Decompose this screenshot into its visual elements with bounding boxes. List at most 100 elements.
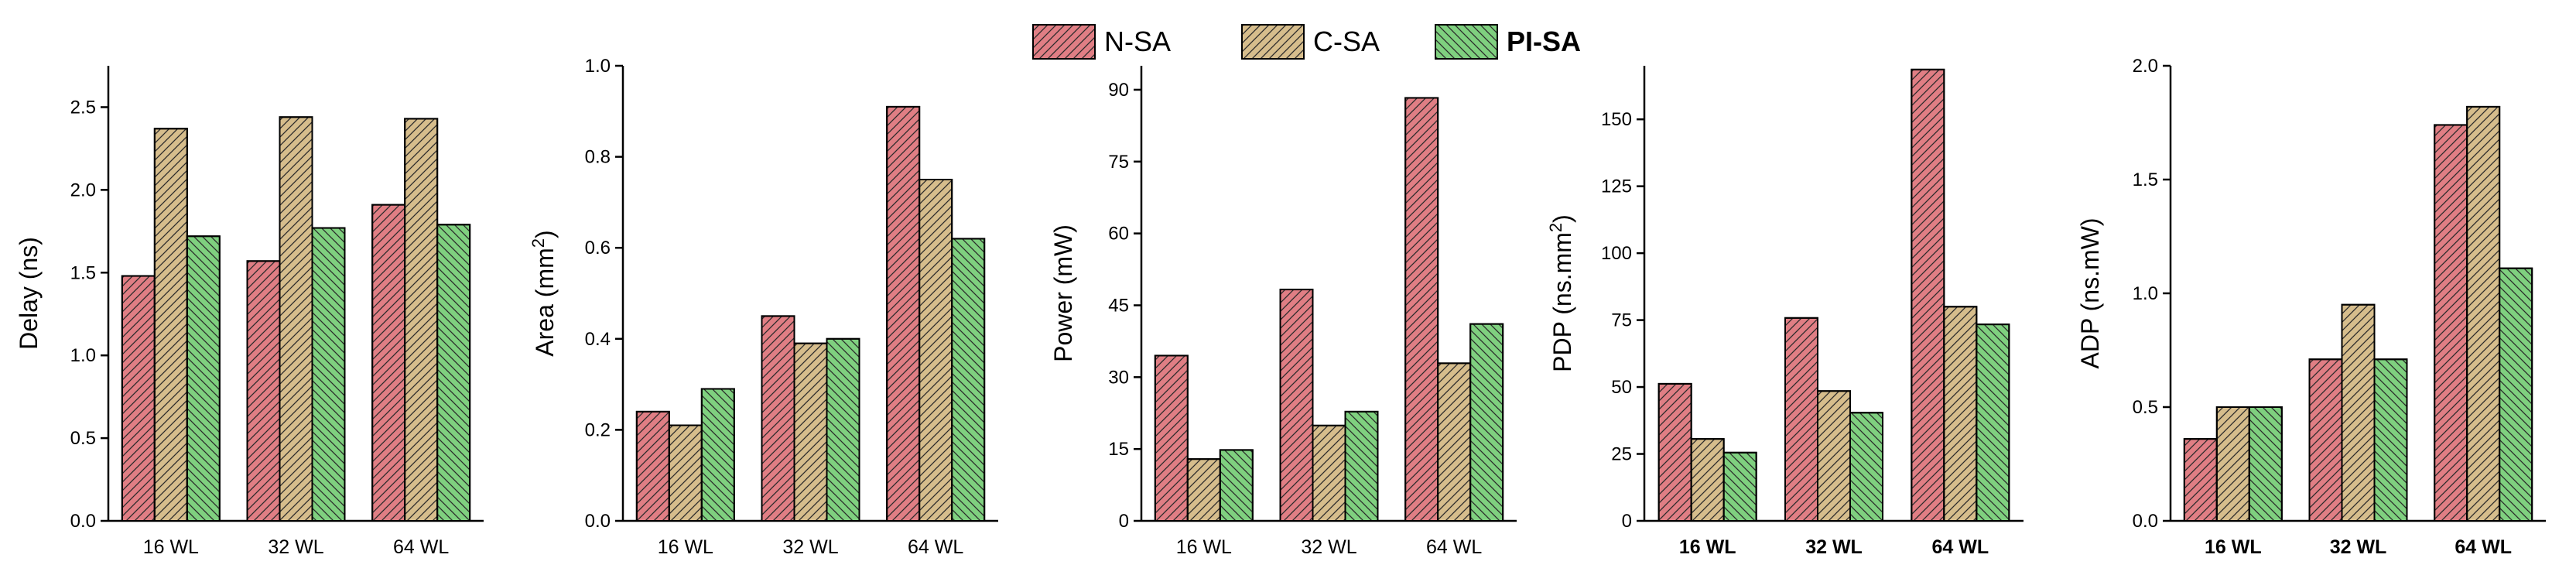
bar-c-sa-16-wl-hatch — [2215, 406, 2250, 522]
chart-pdp: 0 25 50 75 100 125 150 PDP (ns.mm2) 16 WL 32 WL 64… — [1546, 66, 2024, 558]
chart-power: 0 15 30 45 60 75 90 Power (mW) 16 WL 32 WL 64 WL — [1049, 66, 1517, 558]
x-tick-label-32-wl: 32 WL — [782, 536, 838, 558]
y-tick-label: 2.0 — [70, 180, 96, 200]
bar-pi-sa-16-wl-hatch — [1219, 449, 1254, 522]
x-tick-label-32-wl: 32 WL — [1805, 536, 1863, 558]
bar-c-sa-64-wl-hatch — [1943, 306, 1978, 522]
bar-n-sa-64-wl-hatch — [371, 204, 406, 522]
bar-n-sa-32-wl-hatch — [246, 260, 281, 522]
bar-c-sa-16-wl-hatch — [1186, 458, 1221, 522]
y-axis-label: Delay (ns) — [15, 237, 43, 350]
bar-c-sa-32-wl-hatch — [1817, 390, 1851, 522]
bar-c-sa-64-wl-hatch — [919, 179, 953, 522]
y-tick-label: 50 — [1611, 377, 1632, 398]
bar-c-sa-16-wl-hatch — [1690, 438, 1725, 522]
chart-adp: 0.0 0.5 1.0 1.5 2.0 ADP (ns.mW) 16 WL 32 WL 64 W… — [2076, 56, 2546, 558]
y-tick-label: 1.0 — [585, 56, 611, 77]
legend-hatch-pi-sa — [1435, 24, 1498, 60]
legend-item-n-sa: N-SA — [1032, 24, 1171, 60]
bar-n-sa-64-wl-hatch — [2434, 124, 2468, 522]
y-tick-label: 0.5 — [70, 428, 96, 449]
bar-pi-sa-16-wl-hatch — [1722, 451, 1757, 522]
x-tick-label-16-wl: 16 WL — [1679, 536, 1736, 558]
legend-label-c-sa: C-SA — [1313, 26, 1380, 57]
y-tick-label: 0.0 — [2133, 511, 2158, 532]
x-tick-label-32-wl: 32 WL — [2330, 536, 2387, 558]
y-tick-label: 0.5 — [2133, 397, 2158, 418]
bar-n-sa-16-wl-hatch — [635, 410, 670, 522]
x-tick-label-16-wl: 16 WL — [1176, 536, 1232, 558]
y-tick-label: 45 — [1108, 295, 1129, 316]
bar-n-sa-16-wl-hatch — [2183, 438, 2218, 522]
bar-c-sa-32-wl-hatch — [279, 116, 313, 522]
legend-hatch-c-sa — [1241, 24, 1305, 60]
x-tick-label-16-wl: 16 WL — [2205, 536, 2262, 558]
y-tick-label: 0.0 — [70, 511, 96, 532]
bar-pi-sa-32-wl-hatch — [1849, 412, 1883, 522]
bar-c-sa-32-wl-hatch — [2341, 303, 2376, 522]
bar-n-sa-32-wl-hatch — [1279, 289, 1314, 522]
y-tick-label: 30 — [1108, 367, 1129, 388]
bar-n-sa-32-wl-hatch — [1784, 317, 1818, 522]
y-tick-label: 150 — [1601, 109, 1632, 130]
bar-pi-sa-16-wl-hatch — [2248, 406, 2283, 522]
y-tick-label: 15 — [1108, 439, 1129, 460]
bar-c-sa-64-wl-hatch — [2466, 105, 2501, 522]
legend-label-pi-sa: PI-SA — [1507, 26, 1581, 57]
y-tick-label: 1.5 — [2133, 169, 2158, 190]
y-axis-label: PDP (ns.mm2) — [1546, 214, 1576, 372]
bar-c-sa-32-wl-hatch — [793, 342, 828, 522]
bar-pi-sa-64-wl-hatch — [436, 224, 471, 522]
y-tick-label: 0.4 — [585, 329, 611, 350]
legend: N-SA C-SA PI-SA — [1032, 24, 1581, 60]
x-tick-label-16-wl: 16 WL — [143, 536, 199, 558]
bar-pi-sa-32-wl-hatch — [311, 227, 346, 522]
legend-item-pi-sa: PI-SA — [1435, 24, 1581, 60]
y-axis-label: Area (mm2) — [529, 230, 559, 356]
bar-n-sa-64-wl-hatch — [1404, 97, 1439, 522]
y-tick-label: 25 — [1611, 444, 1632, 465]
bar-n-sa-64-wl-hatch — [1911, 68, 1945, 522]
y-tick-label: 75 — [1611, 310, 1632, 331]
y-axis-label: ADP (ns.mW) — [2076, 218, 2104, 369]
y-tick-label: 0.2 — [585, 419, 611, 440]
y-tick-label: 60 — [1108, 224, 1129, 245]
bar-c-sa-64-wl-hatch — [1437, 362, 1472, 522]
y-tick-label: 125 — [1601, 176, 1632, 197]
bar-n-sa-16-wl-hatch — [1154, 354, 1189, 522]
y-tick-label: 1.0 — [2133, 283, 2158, 304]
bar-pi-sa-64-wl-hatch — [951, 238, 986, 522]
bar-n-sa-16-wl-hatch — [1657, 382, 1692, 522]
bar-pi-sa-64-wl-hatch — [1469, 323, 1504, 522]
bar-n-sa-64-wl-hatch — [886, 105, 921, 522]
charts-container: 0.0 0.5 1.0 1.5 2.0 2.5 Delay (ns) 16 WL 32 WL 64… — [15, 56, 2546, 558]
y-tick-label: 100 — [1601, 243, 1632, 264]
y-tick-label: 1.0 — [70, 345, 96, 366]
y-tick-label: 75 — [1108, 152, 1129, 173]
bar-pi-sa-64-wl-hatch — [1976, 324, 2010, 522]
chart-delay: 0.0 0.5 1.0 1.5 2.0 2.5 Delay (ns) 16 WL 32 WL 64… — [15, 66, 484, 558]
chart-area: 0.0 0.2 0.4 0.6 0.8 1.0 Area (mm2) 16 WL 32 WL 64… — [529, 56, 998, 558]
bar-pi-sa-16-wl-hatch — [700, 388, 735, 522]
x-tick-label-64-wl: 64 WL — [2455, 536, 2512, 558]
x-tick-label-32-wl: 32 WL — [268, 536, 323, 558]
y-axis-label: Power (mW) — [1049, 224, 1077, 362]
x-tick-label-64-wl: 64 WL — [1932, 536, 1989, 558]
y-tick-label: 0.0 — [585, 511, 611, 532]
bar-n-sa-16-wl-hatch — [121, 275, 156, 522]
bar-pi-sa-32-wl-hatch — [2373, 358, 2408, 522]
y-tick-label: 0.6 — [585, 238, 611, 258]
legend-label-n-sa: N-SA — [1104, 26, 1171, 57]
x-tick-label-64-wl: 64 WL — [393, 536, 449, 558]
bar-c-sa-32-wl-hatch — [1312, 424, 1346, 522]
bar-pi-sa-64-wl-hatch — [2499, 267, 2533, 522]
bar-c-sa-16-wl-hatch — [153, 128, 188, 522]
y-tick-label: 0 — [1119, 511, 1129, 532]
bar-pi-sa-32-wl-hatch — [826, 337, 860, 522]
y-tick-label: 2.5 — [70, 97, 96, 118]
x-tick-label-64-wl: 64 WL — [1426, 536, 1482, 558]
y-tick-label: 0.8 — [585, 147, 611, 168]
x-tick-label-32-wl: 32 WL — [1301, 536, 1356, 558]
bar-c-sa-16-wl-hatch — [668, 424, 703, 522]
